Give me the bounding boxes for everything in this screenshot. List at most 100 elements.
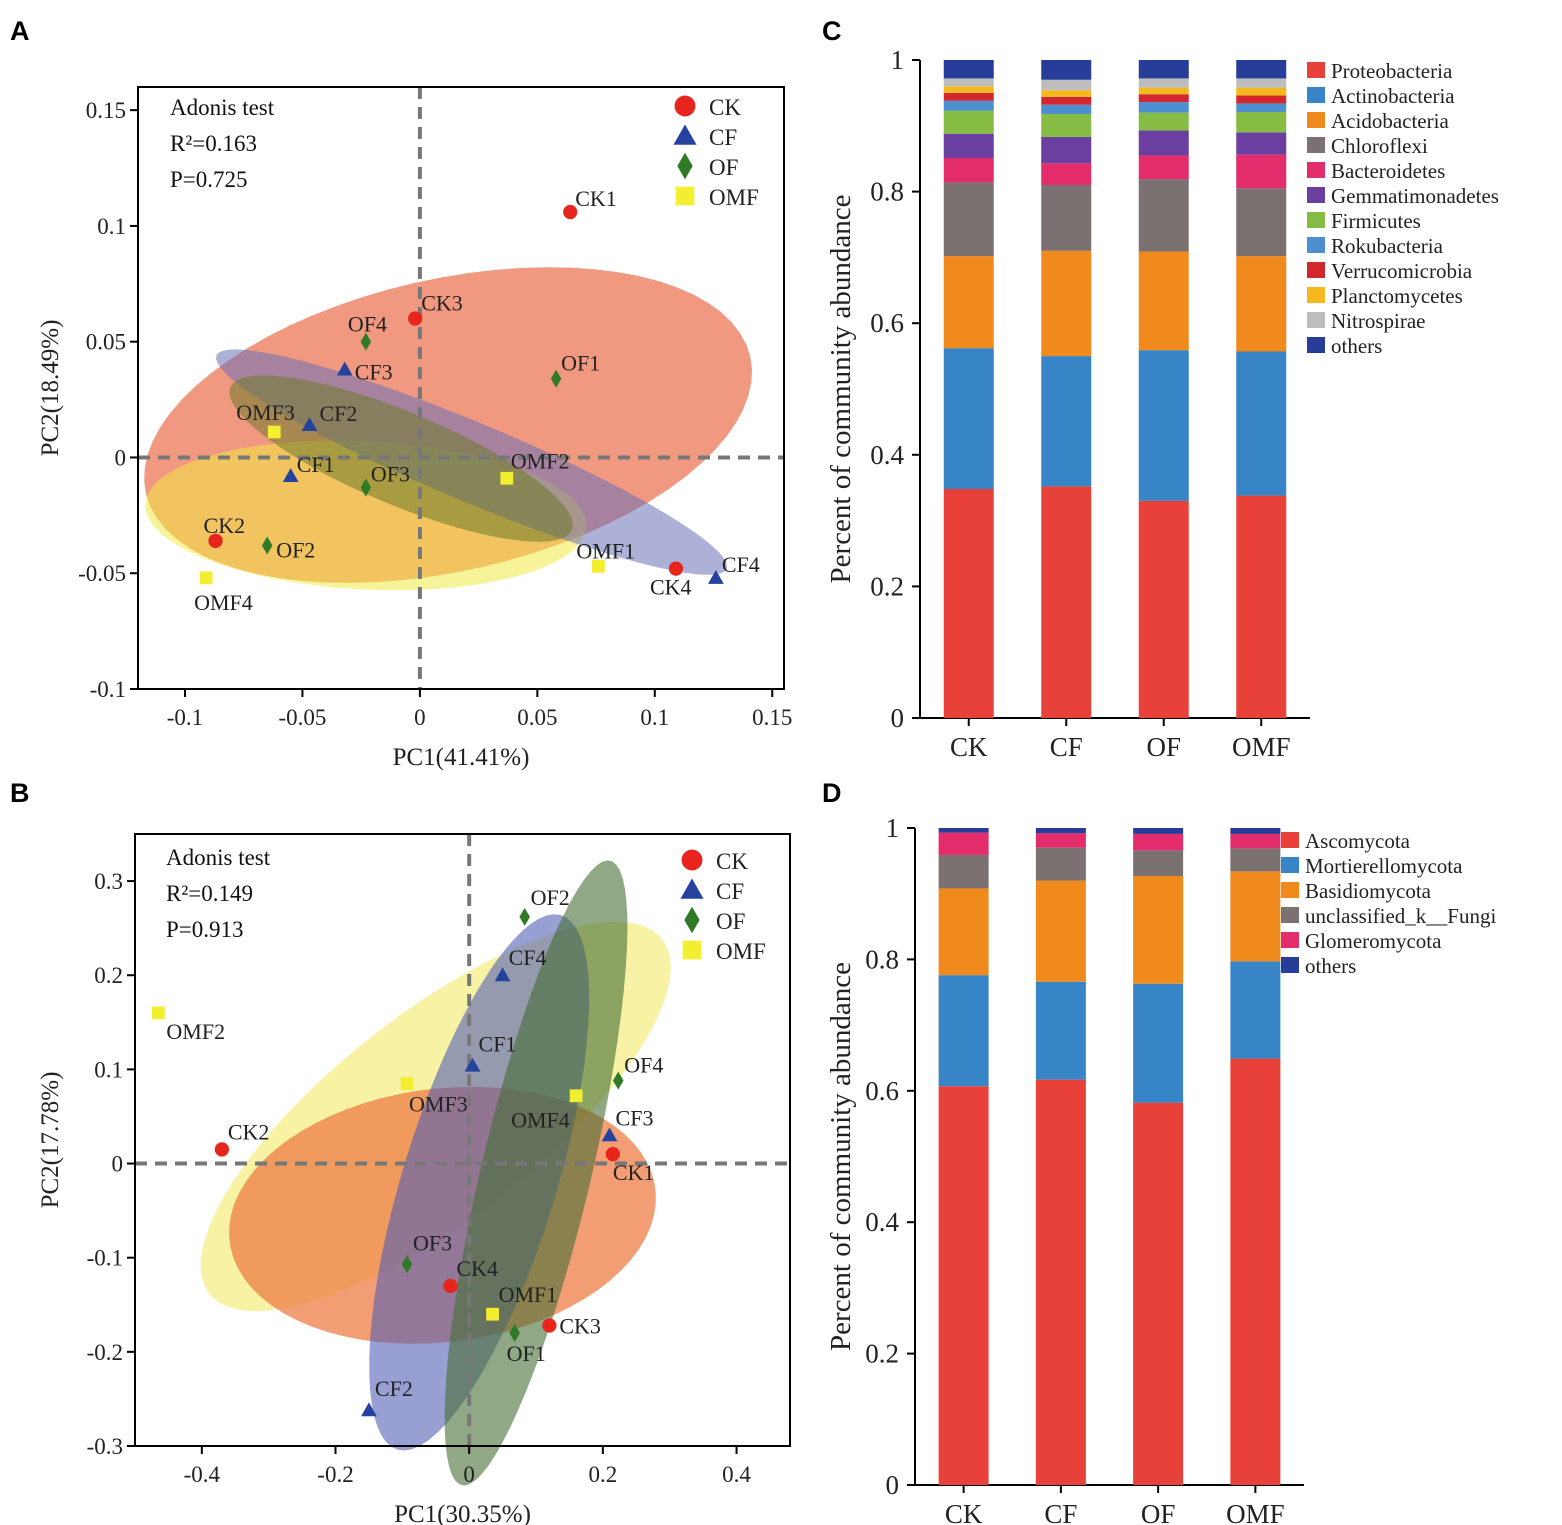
- point-cf3: [336, 361, 353, 376]
- point-label: OF1: [561, 351, 600, 376]
- plot-frame: [134, 833, 791, 1447]
- bar-segment-omf-rokubacteria: [1236, 103, 1287, 112]
- bar-segment-omf-nitrospirae: [1236, 78, 1287, 88]
- bar-segment-cf-chloroflexi: [1041, 185, 1092, 251]
- point-label: CK3: [559, 1313, 601, 1338]
- legend-swatch-gemmatimonadetes: [1307, 187, 1325, 203]
- y-tick-label: 0.1: [97, 214, 126, 239]
- bar-segment-ck-others: [943, 60, 994, 79]
- bar-segment-ck-others: [938, 828, 989, 833]
- legend-label-of: OF: [716, 909, 745, 934]
- point-label: OF2: [531, 885, 570, 910]
- bar-segment-ck-proteobacteria: [943, 489, 994, 718]
- bar-segment-omf-actinobacteria: [1236, 351, 1287, 496]
- bar-segment-ck-nitrospirae: [943, 78, 994, 87]
- point-of4: [360, 332, 372, 351]
- legend-label-proteobacteria: Proteobacteria: [1331, 59, 1453, 83]
- x-tick-label: -0.4: [184, 1462, 221, 1487]
- legend-swatch-acidobacteria: [1307, 112, 1325, 128]
- point-ck2: [214, 1142, 230, 1157]
- legend-swatch-bacteroidetes: [1307, 162, 1325, 178]
- point-of4: [612, 1071, 624, 1090]
- legend-swatch-actinobacteria: [1307, 87, 1325, 103]
- legend-swatch-basidiomycota: [1281, 882, 1299, 898]
- point-omf3: [267, 425, 281, 439]
- point-label: OF4: [348, 312, 387, 337]
- legend-label-ck: CK: [716, 849, 748, 874]
- panel-label-c: C: [822, 16, 842, 46]
- point-of3: [360, 478, 372, 497]
- bar-segment-of-rokubacteria: [1138, 102, 1189, 113]
- category-label-of: OF: [1141, 1499, 1176, 1525]
- legend-label-others: others: [1331, 334, 1382, 358]
- point-ck4: [443, 1278, 458, 1294]
- category-label-omf: OMF: [1226, 1499, 1285, 1525]
- point-omf2: [500, 471, 514, 485]
- bar-segment-ck-glomeromycota: [938, 832, 989, 855]
- point-label: CK2: [228, 1119, 270, 1144]
- legend-label-planctomycetes: Planctomycetes: [1331, 284, 1463, 308]
- point-omf1: [592, 559, 605, 573]
- point-cf4: [708, 570, 724, 584]
- legend-marker-cf: [680, 878, 704, 899]
- category-label-ck: CK: [945, 1499, 983, 1525]
- point-label: OMF2: [511, 448, 570, 473]
- legend-label-bacteroidetes: Bacteroidetes: [1331, 159, 1445, 183]
- point-label: CK1: [613, 1160, 655, 1185]
- x-tick-label: 0.05: [517, 705, 557, 730]
- bar-segment-cf-acidobacteria: [1041, 250, 1092, 357]
- y-tick-label: 1: [891, 45, 905, 75]
- point-of2: [519, 907, 530, 926]
- bar-segment-omf-glomeromycota: [1230, 833, 1281, 849]
- point-omf2: [152, 1006, 165, 1020]
- y-tick-label: -0.3: [87, 1434, 123, 1459]
- point-label: OMF4: [511, 1108, 570, 1133]
- bar-segment-ck-acidobacteria: [943, 256, 994, 349]
- x-tick-label: -0.2: [317, 1462, 353, 1487]
- bar-segment-ck-basidiomycota: [938, 888, 989, 976]
- bar-segment-ck-gemmatimonadetes: [943, 133, 994, 159]
- legend-swatch-chloroflexi: [1307, 137, 1325, 153]
- x-tick-label: 0: [414, 705, 426, 730]
- bar-segment-omf-firmicutes: [1236, 111, 1287, 133]
- legend-swatch-others: [1307, 337, 1325, 353]
- point-label: CF2: [375, 1376, 413, 1401]
- x-tick-label: 0.2: [588, 1462, 617, 1487]
- y-tick-label: 0: [115, 445, 127, 470]
- point-cf4: [494, 967, 511, 982]
- y-tick-label: 0.4: [865, 1207, 899, 1237]
- category-label-cf: CF: [1050, 732, 1083, 762]
- y-tick-label: -0.1: [87, 1246, 123, 1271]
- point-label: CF3: [355, 359, 393, 384]
- bar-segment-ck-mortierellomycota: [938, 975, 989, 1087]
- y-tick-label: 0.6: [865, 1076, 899, 1106]
- adonis-annotation: Adonis test: [166, 845, 271, 870]
- x-tick-label: -0.05: [278, 705, 326, 730]
- bar-segment-cf-planctomycetes: [1041, 90, 1092, 97]
- point-label: CK2: [204, 513, 246, 538]
- y-tick-label: -0.05: [78, 561, 126, 586]
- legend-marker-omf: [682, 940, 702, 960]
- legend-label-cf: CF: [716, 879, 744, 904]
- point-cf2: [361, 1402, 377, 1417]
- point-label: OMF4: [194, 590, 253, 615]
- legend-label-acidobacteria: Acidobacteria: [1331, 109, 1449, 133]
- legend-label-omf: OMF: [716, 939, 766, 964]
- bar-segment-omf-basidiomycota: [1230, 871, 1281, 962]
- y-tick-label: 0.3: [94, 869, 123, 894]
- bar-segment-of-unclassified_k__fungi: [1133, 850, 1184, 876]
- x-tick-label: 0.1: [640, 705, 669, 730]
- bar-segment-cf-unclassified_k__fungi: [1035, 847, 1086, 881]
- point-omf1: [486, 1307, 499, 1321]
- bar-segment-cf-actinobacteria: [1041, 356, 1092, 487]
- category-label-omf: OMF: [1232, 732, 1291, 762]
- bar-segment-ck-actinobacteria: [943, 348, 994, 490]
- pcoa-plot-fungi: -0.4 -0.2 0 0.2 0.4 -0.3 -0.2 -0.1 0 0.1 0.2 0.3 PC1…: [37, 833, 791, 1525]
- category-label-of: OF: [1146, 732, 1181, 762]
- bar-segment-cf-rokubacteria: [1041, 104, 1092, 114]
- point-label: OF2: [276, 537, 315, 562]
- bar-segment-ck-rokubacteria: [943, 100, 994, 111]
- point-of1: [509, 1324, 520, 1343]
- bar-segment-of-acidobacteria: [1138, 251, 1189, 351]
- legend-label-firmicutes: Firmicutes: [1331, 209, 1421, 233]
